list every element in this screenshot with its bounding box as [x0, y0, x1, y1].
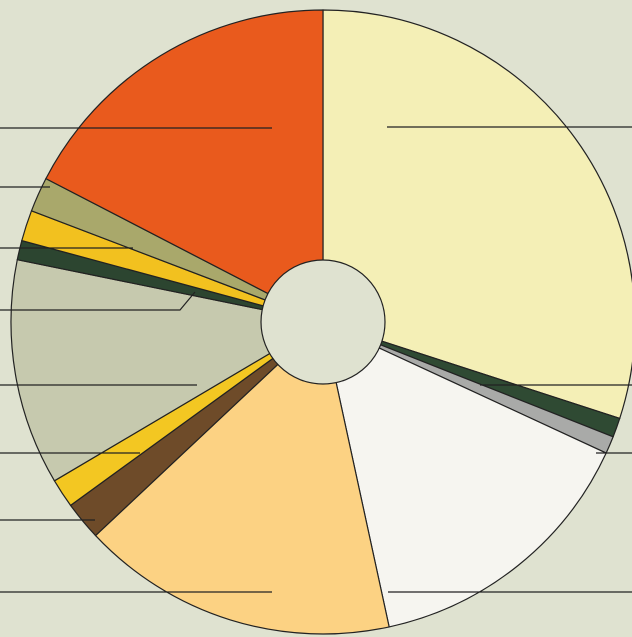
pie-slice: [322, 9, 632, 420]
leader-line: [0, 291, 196, 311]
pie-slice: [94, 320, 390, 635]
pie: [10, 9, 632, 635]
donut-hole: [260, 259, 386, 385]
pie-slice: [322, 320, 607, 628]
pie-slice: [10, 258, 325, 482]
leader-lines: [0, 126, 632, 593]
pie-slice: [45, 9, 324, 323]
